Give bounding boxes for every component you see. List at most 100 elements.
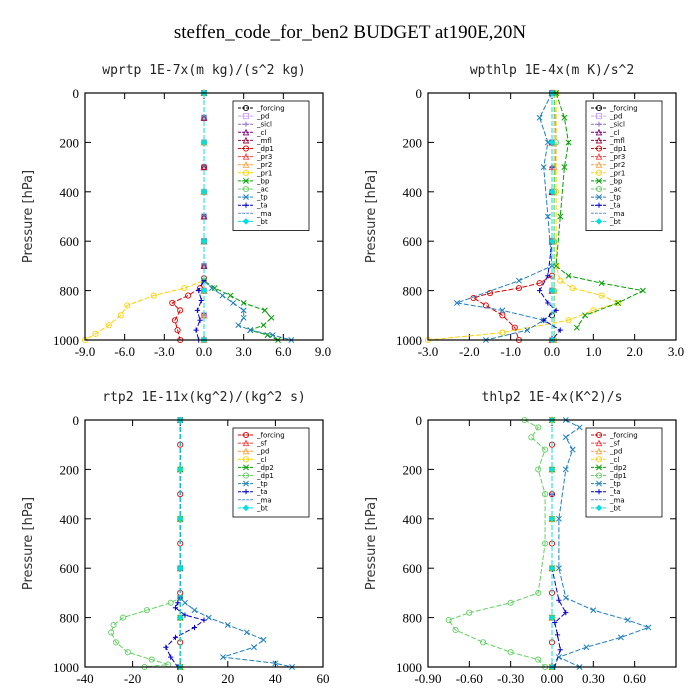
series-point	[548, 614, 556, 621]
series-point	[163, 644, 169, 650]
legend-marker	[242, 161, 250, 168]
legend-marker	[595, 447, 603, 455]
series-point	[561, 164, 568, 171]
series-point	[639, 287, 646, 294]
chart-panel-3: rtp2 1E-11x(kg^2)/(kg^2 s) Pressure [hPa]…	[21, 390, 330, 686]
legend-marker	[243, 464, 249, 471]
series-point	[219, 292, 226, 299]
series-line	[555, 92, 645, 328]
series-point	[573, 324, 580, 331]
x-tick-label: 9.0	[315, 344, 331, 359]
x-tick-label: 3.0	[668, 344, 684, 359]
legend-label: _bt	[609, 218, 621, 226]
series-point	[565, 317, 572, 324]
legend-label: _pr1	[609, 169, 625, 177]
series-point	[615, 299, 622, 306]
series-point	[535, 466, 542, 473]
series-point	[182, 612, 188, 618]
legend-marker	[596, 202, 602, 208]
legend-marker	[243, 489, 249, 495]
legend-label: _sicl	[609, 121, 625, 129]
series-point	[542, 540, 549, 547]
series-point	[211, 285, 218, 292]
legend-label: _forcing	[609, 432, 638, 440]
series-point	[235, 322, 242, 329]
series-point	[645, 624, 652, 631]
series-point	[200, 114, 208, 121]
legend-label: _pd	[256, 448, 269, 456]
legend-label: _ac	[256, 186, 269, 194]
legend-label: _ta	[256, 202, 268, 210]
series-point	[243, 629, 250, 636]
legend-marker	[596, 464, 602, 471]
series-point	[176, 466, 184, 473]
series-line	[427, 93, 620, 341]
x-tick-label: -9.0	[75, 344, 96, 359]
x-tick-label: -1.0	[500, 344, 521, 359]
series-point	[143, 607, 150, 614]
legend-marker	[595, 472, 603, 479]
x-tick-label: 1.0	[585, 344, 601, 359]
series-point	[124, 649, 131, 656]
series-point	[548, 515, 556, 523]
series-point	[150, 292, 157, 299]
series-point	[200, 139, 208, 146]
legend-marker	[242, 447, 250, 455]
series-point	[201, 617, 207, 623]
legend-label: _pr1	[256, 169, 272, 177]
series-line	[203, 93, 292, 341]
legend-label: _tp	[609, 194, 621, 202]
legend-marker	[595, 152, 603, 160]
series-point	[499, 329, 506, 336]
y-axis-label: Pressure [hPa]	[364, 170, 379, 263]
legend-marker	[595, 145, 603, 152]
series-point	[200, 188, 208, 196]
x-tick-label: 0.0	[196, 344, 212, 359]
x-tick-label: 0.0	[544, 344, 560, 359]
series-point	[555, 565, 562, 572]
figure-title: steffen_code_for_ben2 BUDGET at190E,20N	[173, 22, 527, 43]
series-point	[528, 434, 535, 441]
legend-marker	[596, 194, 602, 201]
series-point	[535, 656, 542, 663]
y-tick-label: 200	[403, 135, 423, 150]
series-point	[540, 164, 547, 171]
x-tick-label: 0.30	[582, 671, 605, 686]
series-line	[454, 92, 553, 341]
legend-label: _cl	[609, 456, 619, 464]
y-tick-label: 400	[403, 185, 423, 200]
series-point	[615, 299, 622, 307]
series-point	[453, 299, 460, 306]
plot-frame	[84, 92, 324, 341]
series-point	[110, 621, 117, 629]
y-tick-label: 400	[403, 512, 423, 527]
series-point	[548, 237, 556, 245]
legend-label: _mfl	[256, 137, 272, 145]
series-point	[541, 317, 547, 323]
legend-label: _pr3	[609, 153, 625, 161]
legend-marker	[242, 128, 250, 136]
series-point	[191, 624, 198, 631]
y-tick-label: 1000	[396, 333, 422, 348]
series-point	[557, 647, 563, 653]
series-point	[548, 564, 556, 572]
series-point	[191, 607, 198, 614]
y-tick-label: 800	[60, 611, 80, 626]
legend-label: _bt	[256, 504, 268, 512]
series-point	[554, 632, 561, 638]
legend-marker	[596, 177, 602, 184]
panel-title: thlp2 1E-4x(K^2)/s	[482, 390, 623, 405]
series-line	[110, 420, 181, 668]
legend-marker	[243, 202, 249, 208]
x-tick-label: -3.0	[154, 344, 175, 359]
series-point	[169, 299, 176, 307]
x-tick-label: -0.60	[456, 671, 483, 686]
x-tick-label: 3.0	[236, 344, 252, 359]
series-point	[268, 314, 275, 321]
series-point	[582, 312, 589, 319]
legend-marker	[243, 480, 249, 487]
legend-label: _forcing	[256, 105, 285, 113]
series-point	[108, 629, 115, 636]
series-point	[552, 619, 558, 626]
series-point	[535, 424, 542, 431]
